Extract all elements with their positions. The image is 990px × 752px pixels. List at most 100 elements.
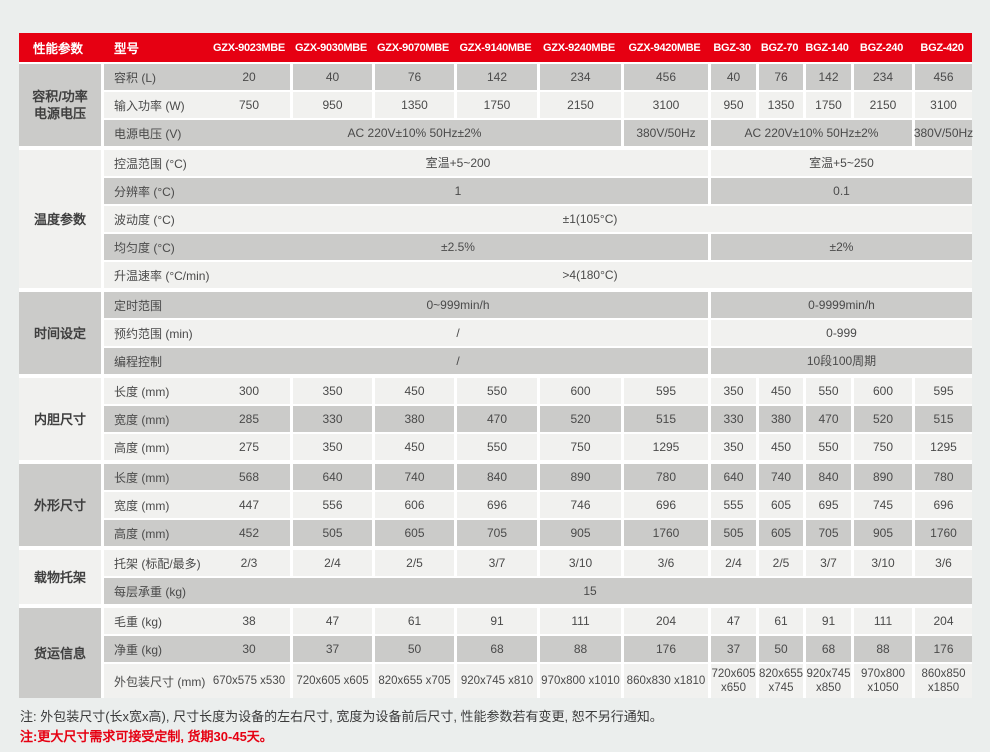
spec-value-cell: 40: [708, 64, 756, 90]
spec-value-cell: 234: [537, 64, 621, 90]
spec-value-cell: 447: [238, 498, 260, 512]
section-rows: 容积 (L) 20 40 76 142 234 456 40 76 142 234 456 输入功率 (…: [104, 64, 973, 146]
row-parameter-label: 控温范围 (°C): [114, 156, 187, 171]
row-parameter-label: 电源电压 (V): [114, 126, 182, 141]
spec-value-cell: 91: [454, 608, 537, 634]
spec-value-cell: 88: [851, 636, 912, 662]
footnote-custom-size: 注:更大尺寸需求可接受定制, 货期30-45天。: [20, 729, 273, 744]
section-category-label: 温度参数: [19, 150, 101, 288]
spec-value-cell: 450: [372, 434, 454, 460]
table-section: 货运信息 毛重 (kg) 38 47 61 91 111 204 47 61 91 111 204 净重 …: [19, 608, 972, 698]
spec-value-cell: 3100: [912, 92, 972, 118]
spec-value-cell: 2150: [537, 92, 621, 118]
spec-value-cell: 2/5: [756, 550, 803, 576]
section-rows: 定时范围 0~999min/h 0-9999min/h 预约范围 (min) / 0-99…: [104, 292, 972, 374]
spec-value-cell: 350: [708, 434, 756, 460]
spec-value-cell: 2/5: [372, 550, 454, 576]
spec-value-cell: 595: [912, 378, 972, 404]
model-column-header: BGZ-140: [805, 41, 849, 54]
spec-value-cell: AC 220V±10% 50Hz±2%: [347, 126, 482, 140]
spec-value-cell: 605: [372, 520, 454, 546]
section-category-label: 外形尺寸: [19, 464, 101, 546]
spec-row: 分辨率 (°C) 1 0.1: [104, 178, 972, 204]
spec-value-cell: 550: [454, 434, 537, 460]
spec-value-cell: 61: [372, 608, 454, 634]
spec-value-cell: >4(180°C): [562, 268, 618, 282]
spec-row: 电源电压 (V) AC 220V±10% 50Hz±2% 380V/50Hz AC 2…: [104, 120, 973, 146]
spec-row: 宽度 (mm) 447 556 606 696 746 696 555 605 695 745 696: [104, 492, 972, 518]
spec-value-cell: 室温+5~200: [425, 156, 491, 170]
row-parameter-label: 长度 (mm): [114, 470, 170, 485]
section-category-label: 载物托架: [19, 550, 101, 604]
spec-value-cell: 68: [803, 636, 851, 662]
model-column-header: BGZ-30: [713, 41, 751, 54]
section-category-label: 内胆尺寸: [19, 378, 101, 460]
spec-value-cell: 860x850 x1850: [912, 664, 972, 698]
spec-value-cell: 780: [912, 464, 972, 490]
spec-value-cell: 606: [372, 492, 454, 518]
spec-value-cell: 3/7: [803, 550, 851, 576]
spec-value-cell: 3/10: [537, 550, 621, 576]
spec-value-cell: 3/6: [621, 550, 708, 576]
spec-row: 净重 (kg) 30 37 50 68 88 176 37 50 68 88 176: [104, 636, 972, 662]
spec-value-cell: 605: [756, 492, 803, 518]
spec-value-cell: 176: [621, 636, 708, 662]
row-parameter-label: 分辨率 (°C): [114, 184, 175, 199]
spec-value-cell: AC 220V±10% 50Hz±2%: [708, 120, 912, 146]
spec-value-cell: 3/10: [851, 550, 912, 576]
table-section: 载物托架 托架 (标配/最多) 2/3 2/4 2/5 3/7 3/10 3/6 2/4 2/5 3…: [19, 550, 972, 604]
spec-value-cell: 705: [803, 520, 851, 546]
spec-value-cell: 47: [290, 608, 372, 634]
table-section: 外形尺寸 长度 (mm) 568 640 740 840 890 780 640 740 840 89…: [19, 464, 972, 546]
spec-row: 均匀度 (°C) ±2.5% ±2%: [104, 234, 972, 260]
spec-row: 控温范围 (°C) 室温+5~200 室温+5~250: [104, 150, 972, 176]
spec-value-cell: 111: [851, 608, 912, 634]
spec-value-cell: 600: [851, 378, 912, 404]
section-category-label: 容积/功率 电源电压: [19, 64, 101, 146]
spec-value-cell: 745: [851, 492, 912, 518]
spec-value-cell: 0-9999min/h: [708, 292, 972, 318]
spec-value-cell: 61: [756, 608, 803, 634]
spec-value-cell: 350: [708, 378, 756, 404]
spec-value-cell: 520: [851, 406, 912, 432]
spec-value-cell: 37: [290, 636, 372, 662]
spec-value-cell: 1295: [621, 434, 708, 460]
spec-value-cell: 840: [803, 464, 851, 490]
spec-value-cell: 50: [756, 636, 803, 662]
spec-row: 托架 (标配/最多) 2/3 2/4 2/5 3/7 3/10 3/6 2/4 2/5 3/7 3/…: [104, 550, 972, 576]
spec-value-cell: 470: [454, 406, 537, 432]
spec-value-cell: 820x655 x705: [372, 664, 454, 698]
spec-row: 毛重 (kg) 38 47 61 91 111 204 47 61 91 111 204: [104, 608, 972, 634]
spec-value-cell: 380: [756, 406, 803, 432]
row-parameter-label: 净重 (kg): [114, 642, 163, 657]
spec-value-cell: 76: [756, 64, 803, 90]
section-category-label: 货运信息: [19, 608, 101, 698]
section-rows: 控温范围 (°C) 室温+5~200 室温+5~250 分辨率 (°C) 1 0.1 波动度…: [104, 150, 972, 288]
spec-value-cell: 142: [803, 64, 851, 90]
spec-row: 预约范围 (min) / 0-999: [104, 320, 972, 346]
spec-value-cell: 1: [454, 184, 462, 198]
spec-value-cell: /: [456, 326, 460, 340]
section-rows: 毛重 (kg) 38 47 61 91 111 204 47 61 91 111 204 净重 (kg)…: [104, 608, 972, 698]
spec-value-cell: 640: [290, 464, 372, 490]
spec-value-cell: 1760: [621, 520, 708, 546]
row-parameter-label: 宽度 (mm): [114, 412, 170, 427]
spec-row: 每层承重 (kg) 15: [104, 578, 972, 604]
spec-value-cell: 88: [537, 636, 621, 662]
spec-row: 编程控制 / 10段100周期: [104, 348, 972, 374]
spec-value-cell: 350: [290, 378, 372, 404]
model-column-header: GZX-9030MBE: [295, 41, 367, 54]
spec-table: 性能参数 型号 GZX-9023MBE GZX-9030MBE GZX-9070MB…: [19, 33, 973, 698]
spec-value-cell: 1350: [372, 92, 454, 118]
spec-row: 高度 (mm) 452 505 605 705 905 1760 505 605 705 905 17…: [104, 520, 972, 546]
header-performance-params-label: 性能参数: [33, 42, 84, 56]
row-parameter-label: 毛重 (kg): [114, 614, 163, 629]
spec-value-cell: 68: [454, 636, 537, 662]
table-section: 温度参数 控温范围 (°C) 室温+5~200 室温+5~250 分辨率 (°C) 1 0.…: [19, 150, 972, 288]
spec-value-cell: 556: [290, 492, 372, 518]
spec-value-cell: 3/7: [454, 550, 537, 576]
spec-value-cell: 840: [454, 464, 537, 490]
spec-value-cell: 696: [912, 492, 972, 518]
table-body: 容积/功率 电源电压 容积 (L) 20 40 76 142 234 456 40 76 142 23…: [19, 64, 973, 698]
